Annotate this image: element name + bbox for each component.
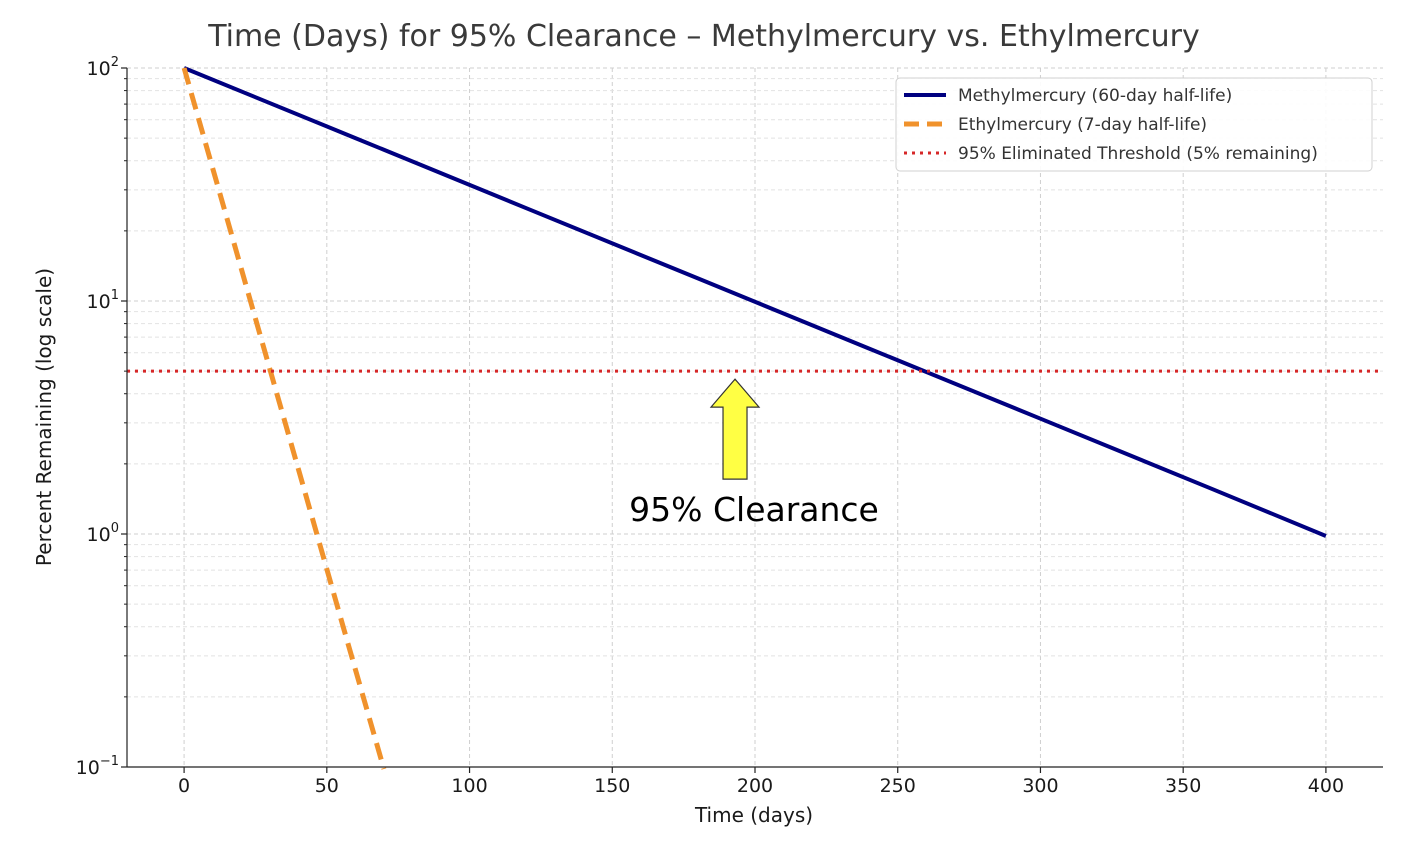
legend-label: 95% Eliminated Threshold (5% remaining) xyxy=(958,144,1318,164)
x-tick-label: 150 xyxy=(594,775,630,797)
axes xyxy=(121,67,1383,773)
series-line xyxy=(183,66,1327,538)
legend-label: Ethylmercury (7-day half-life) xyxy=(958,115,1207,135)
legend-label: Methylmercury (60-day half-life) xyxy=(958,86,1232,106)
x-tick-label: 400 xyxy=(1308,775,1344,797)
x-tick-label: 200 xyxy=(737,775,773,797)
y-tick-label: 10−1 xyxy=(76,754,119,779)
x-axis-title: Time (days) xyxy=(694,803,813,827)
y-tick-label: 100 xyxy=(87,521,119,546)
x-tick-label: 50 xyxy=(315,775,339,797)
x-tick-label: 250 xyxy=(880,775,916,797)
chart-title: Time (Days) for 95% Clearance – Methylme… xyxy=(207,19,1200,54)
legend-box xyxy=(895,77,1373,172)
x-tick-label: 0 xyxy=(178,775,190,797)
data-series xyxy=(127,66,1383,770)
legend: Methylmercury (60-day half-life) Ethylmer… xyxy=(895,77,1373,172)
up-arrow-icon xyxy=(709,378,761,480)
series-line xyxy=(181,67,387,770)
clearance-annotation: 95% Clearance xyxy=(629,378,879,529)
x-tick-label: 300 xyxy=(1022,775,1058,797)
y-axis-title: Percent Remaining (log scale) xyxy=(32,268,56,566)
y-tick-label: 101 xyxy=(87,288,119,313)
x-tick-label: 350 xyxy=(1165,775,1201,797)
grid-lines xyxy=(127,67,1383,768)
x-tick-label: 100 xyxy=(451,775,487,797)
tick-labels: 0 50 100 150 200 250 300 350 400 102 101 100 10−1 xyxy=(76,55,1344,797)
y-tick-label: 102 xyxy=(87,55,119,80)
annotation-label: 95% Clearance xyxy=(629,490,879,529)
